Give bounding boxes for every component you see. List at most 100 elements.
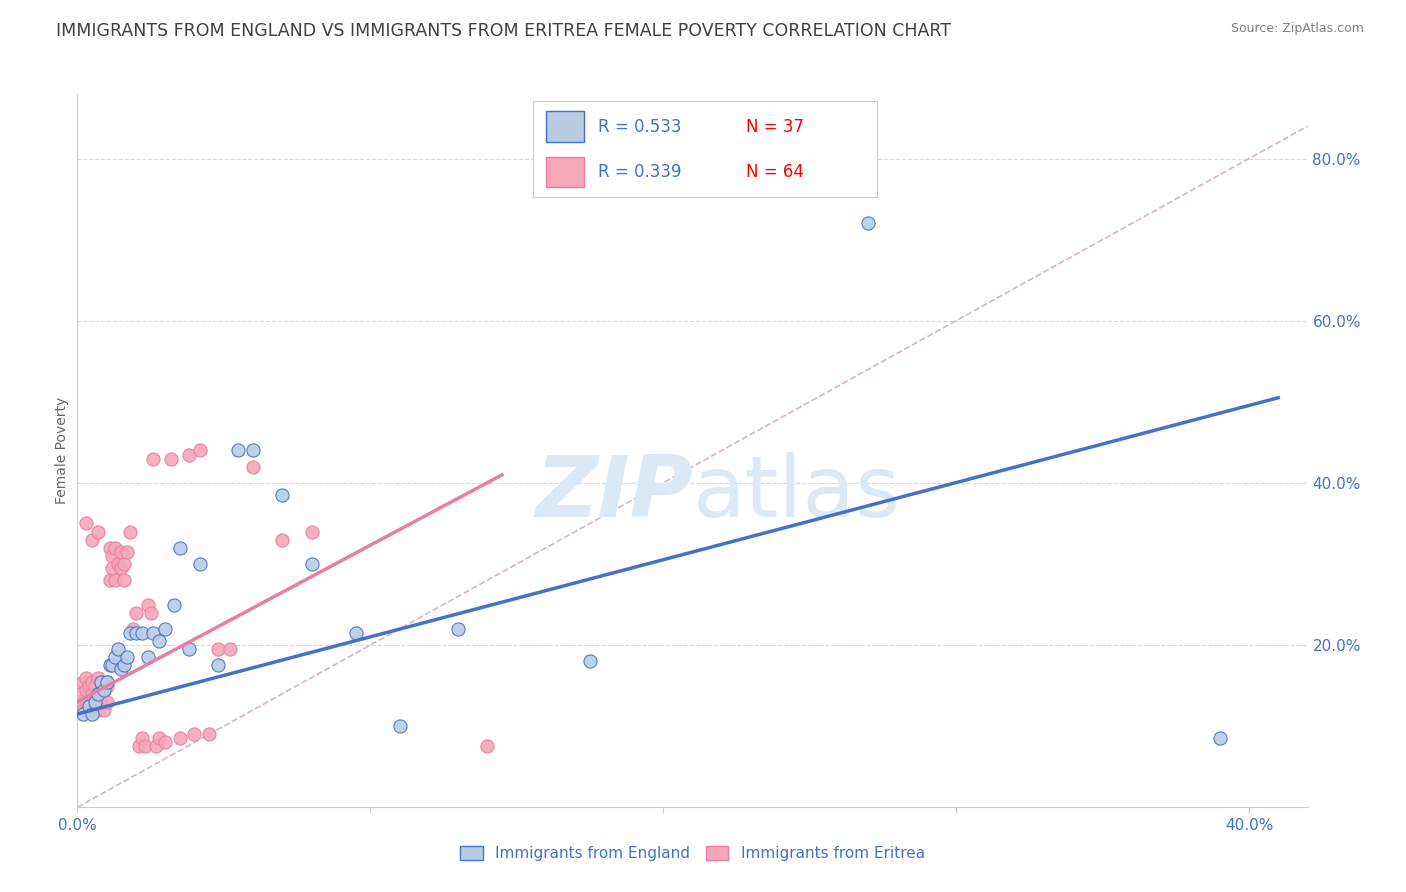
Point (148, 731, 170, 746)
Point (134, 739, 156, 754)
Point (155, 622, 177, 636)
Legend: Immigrants from England, Immigrants from Eritrea: Immigrants from England, Immigrants from… (454, 840, 931, 867)
Point (155, 735, 177, 749)
Point (136, 650, 159, 665)
Point (84, 679, 107, 693)
Point (80, 533, 103, 547)
Point (80, 674, 103, 689)
Point (242, 443, 264, 458)
Point (90, 674, 112, 689)
Point (579, 654, 602, 668)
Point (177, 448, 200, 462)
Point (98, 658, 121, 673)
Point (207, 642, 229, 657)
Point (72, 706, 94, 721)
Point (301, 524, 323, 539)
Point (96, 674, 118, 689)
Point (72, 703, 94, 717)
Point (344, 626, 367, 640)
Point (104, 541, 127, 555)
Point (242, 459, 264, 474)
Point (77, 698, 100, 713)
Point (93, 682, 115, 697)
Point (104, 650, 127, 665)
Point (87, 687, 110, 701)
Text: Source: ZipAtlas.com: Source: ZipAtlas.com (1230, 22, 1364, 36)
Point (110, 545, 132, 559)
Point (218, 642, 240, 657)
Y-axis label: Female Poverty: Female Poverty (55, 397, 69, 504)
Point (72, 674, 94, 689)
Point (1209, 731, 1232, 746)
Point (388, 719, 411, 733)
Point (90, 682, 112, 697)
Point (125, 626, 148, 640)
Point (183, 727, 205, 741)
Point (80, 687, 103, 701)
Point (110, 561, 132, 575)
Point (160, 451, 183, 466)
Point (77, 698, 100, 713)
Point (75, 516, 97, 531)
Text: atlas: atlas (693, 451, 900, 535)
Point (122, 622, 145, 636)
Point (142, 626, 165, 640)
Text: IMMIGRANTS FROM ENGLAND VS IMMIGRANTS FROM ERITREA FEMALE POVERTY CORRELATION CH: IMMIGRANTS FROM ENGLAND VS IMMIGRANTS FR… (56, 22, 952, 40)
Point (139, 606, 162, 620)
Point (301, 557, 323, 571)
Text: ZIP: ZIP (534, 451, 693, 535)
Point (107, 642, 129, 657)
Point (112, 573, 135, 587)
Point (190, 557, 212, 571)
Point (77, 679, 100, 693)
Point (75, 682, 97, 697)
Point (447, 622, 470, 636)
Point (80, 706, 103, 721)
Point (93, 682, 115, 697)
Point (110, 662, 132, 676)
Point (477, 739, 499, 754)
Point (858, 216, 880, 230)
Point (142, 451, 165, 466)
Point (207, 658, 229, 673)
Point (96, 695, 118, 709)
Point (87, 687, 110, 701)
Point (101, 549, 124, 563)
Point (271, 533, 294, 547)
Point (87, 703, 110, 717)
Point (84, 695, 107, 709)
Point (169, 541, 191, 555)
Point (107, 557, 129, 571)
Point (84, 695, 107, 709)
Point (69, 695, 91, 709)
Point (98, 541, 121, 555)
Point (90, 695, 112, 709)
Point (131, 626, 153, 640)
Point (136, 598, 159, 612)
Point (128, 739, 150, 754)
Point (104, 573, 127, 587)
Point (112, 658, 135, 673)
Point (115, 650, 138, 665)
Point (90, 674, 112, 689)
Point (148, 634, 170, 648)
Point (190, 443, 212, 458)
Point (120, 626, 141, 640)
Point (145, 739, 167, 754)
Point (177, 642, 200, 657)
Point (169, 731, 191, 746)
Point (80, 703, 103, 717)
Point (75, 695, 97, 709)
Point (87, 671, 110, 685)
Point (120, 524, 141, 539)
Point (69, 687, 91, 701)
Point (93, 703, 115, 717)
Point (98, 573, 121, 587)
Point (101, 561, 124, 575)
Point (75, 671, 97, 685)
Point (96, 679, 118, 693)
Point (112, 557, 135, 571)
Point (198, 727, 221, 741)
Point (163, 598, 186, 612)
Point (131, 731, 153, 746)
